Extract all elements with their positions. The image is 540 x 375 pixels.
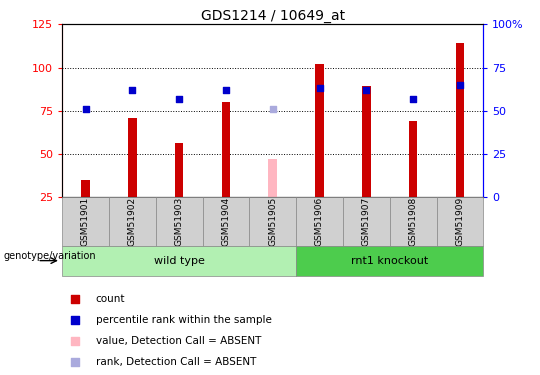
Bar (109, 197, 156, 246)
Text: GSM51905: GSM51905 (268, 196, 277, 246)
Text: GSM51903: GSM51903 (174, 196, 184, 246)
Text: percentile rank within the sample: percentile rank within the sample (96, 315, 272, 325)
Text: GSM51906: GSM51906 (315, 196, 324, 246)
Text: genotype/variation: genotype/variation (3, 251, 96, 261)
Point (175, 96, 184, 102)
Point (268, 106, 277, 112)
Text: rnt1 knockout: rnt1 knockout (351, 256, 428, 266)
Bar (128, 117, 137, 197)
Point (456, 82, 464, 88)
Text: GSM51909: GSM51909 (455, 196, 464, 246)
Text: count: count (96, 294, 125, 304)
Bar (156, 197, 202, 246)
Bar (343, 197, 390, 246)
Point (221, 87, 230, 93)
Point (315, 85, 324, 91)
Bar (296, 197, 343, 246)
Bar (268, 159, 277, 197)
Bar (82, 180, 90, 197)
Point (70, 317, 79, 323)
Bar (296, 246, 483, 276)
Text: GSM51907: GSM51907 (362, 196, 371, 246)
Point (409, 96, 417, 102)
Bar (62, 197, 109, 246)
Text: GSM51901: GSM51901 (81, 196, 90, 246)
Point (70, 359, 79, 365)
Bar (175, 143, 183, 197)
Bar (222, 102, 230, 197)
Point (70, 296, 79, 302)
Text: wild type: wild type (154, 256, 205, 266)
Text: GSM51908: GSM51908 (409, 196, 417, 246)
Bar (202, 197, 249, 246)
Bar (409, 121, 417, 197)
Bar (62, 246, 296, 276)
Point (70, 338, 79, 344)
Title: GDS1214 / 10649_at: GDS1214 / 10649_at (201, 9, 345, 23)
Bar (315, 64, 323, 197)
Bar (456, 44, 464, 197)
Text: rank, Detection Call = ABSENT: rank, Detection Call = ABSENT (96, 357, 256, 368)
Bar (390, 197, 436, 246)
Bar (362, 87, 370, 197)
Text: GSM51904: GSM51904 (221, 196, 231, 246)
Point (81, 106, 90, 112)
Point (362, 87, 370, 93)
Bar (249, 197, 296, 246)
Bar (436, 197, 483, 246)
Text: value, Detection Call = ABSENT: value, Detection Call = ABSENT (96, 336, 261, 346)
Point (128, 87, 137, 93)
Text: GSM51902: GSM51902 (128, 196, 137, 246)
